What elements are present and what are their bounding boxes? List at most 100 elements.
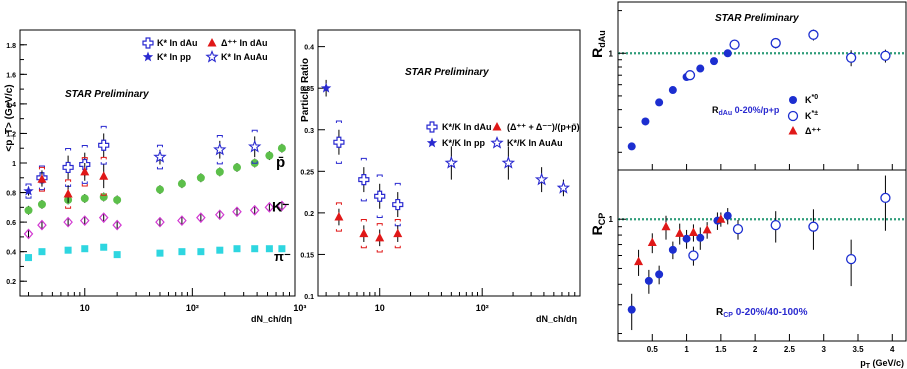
- data-point: [178, 248, 186, 256]
- x-tick-label: 2: [753, 345, 758, 354]
- y-tick-label: 0.4: [304, 45, 314, 52]
- y-axis-label: <p_T> (GeV/c): [4, 84, 15, 151]
- data-point: [233, 245, 241, 253]
- legend-marker: [490, 135, 504, 149]
- data-point: [100, 243, 108, 251]
- x-axis-label: dN_ch/dη: [251, 314, 292, 324]
- data-point: [99, 171, 109, 180]
- data-point: [213, 142, 227, 156]
- data-point: [265, 245, 273, 253]
- sys-bracket: [360, 198, 367, 202]
- data-point: [215, 209, 225, 221]
- curve-label-kminus: K⁻: [272, 198, 290, 214]
- data-point: [334, 212, 344, 221]
- data-point: [37, 174, 47, 183]
- data-point: [177, 179, 186, 188]
- sys-bracket: [394, 245, 401, 249]
- data-point: [696, 233, 705, 242]
- data-point: [113, 195, 122, 204]
- panel-ratio-frame: [317, 29, 581, 297]
- sys-bracket: [65, 179, 72, 182]
- data-point: [655, 98, 664, 107]
- y-tick-label: 1: [609, 215, 614, 224]
- x-tick-label: 3.5: [852, 345, 864, 354]
- sys-bracket: [156, 144, 163, 148]
- annotation: RCP 0-20%/40-100%: [716, 307, 808, 319]
- curve-label-piminus: π⁻: [274, 249, 291, 264]
- data-point: [23, 185, 34, 196]
- data-point: [155, 216, 165, 228]
- legend-label: K*±: [805, 110, 818, 121]
- annotation-sub: CP: [723, 312, 733, 319]
- data-point: [25, 254, 33, 262]
- data-point: [265, 151, 274, 160]
- data-point: [333, 136, 345, 148]
- data-point: [112, 219, 122, 231]
- data-point: [696, 64, 705, 73]
- data-point: [534, 172, 549, 186]
- sys-bracket: [216, 161, 223, 165]
- sys-bracket: [25, 196, 32, 199]
- data-point: [634, 256, 644, 266]
- legend-label: K* In AuAu: [221, 52, 268, 62]
- data-point: [215, 167, 224, 176]
- x-axis-label: dN_ch/dη: [536, 314, 577, 324]
- y-tick-label: 0.4: [6, 250, 16, 257]
- data-point: [675, 228, 685, 237]
- data-point: [196, 212, 206, 224]
- sys-bracket: [100, 156, 107, 160]
- data-point: [153, 150, 167, 163]
- x-tick-label: 10²: [186, 303, 199, 313]
- data-point: [62, 161, 74, 174]
- sys-bracket: [65, 148, 72, 151]
- data-point: [682, 234, 691, 243]
- sys-bracket: [81, 157, 88, 160]
- data-point: [277, 144, 286, 153]
- legend-label: K* In pp: [157, 52, 191, 62]
- legend-label: K*/K In AuAu: [507, 138, 563, 148]
- data-point: [732, 223, 744, 235]
- legend-marker: [492, 122, 502, 131]
- data-point: [723, 211, 732, 220]
- data-point: [37, 219, 47, 231]
- y-tick-label: 0.25: [300, 169, 314, 176]
- sys-bracket: [394, 182, 401, 186]
- legend-label: K*/K In dAu: [442, 122, 492, 132]
- sys-bracket: [216, 135, 223, 138]
- data-point: [684, 70, 696, 81]
- sys-bracket: [376, 223, 383, 226]
- legend-marker: [207, 38, 217, 47]
- legend-label: K*0: [805, 94, 818, 105]
- x-axis-label-sub: T: [866, 363, 871, 369]
- y-tick-label: 0.35: [300, 86, 314, 93]
- legend-label: Δ⁺⁺: [805, 126, 821, 136]
- data-point: [644, 276, 653, 285]
- y-tick-label: 1: [609, 49, 614, 58]
- data-point: [320, 82, 332, 93]
- sys-bracket: [25, 183, 32, 186]
- data-point: [155, 185, 164, 194]
- watermark: STAR Preliminary: [405, 67, 489, 78]
- data-point: [845, 253, 857, 265]
- data-point: [627, 142, 636, 151]
- y-tick-label: 0.8: [6, 191, 16, 198]
- data-point: [63, 189, 73, 198]
- data-point: [63, 216, 73, 228]
- data-point: [880, 192, 891, 204]
- y-tick-label: 1.8: [6, 43, 16, 50]
- data-point: [668, 245, 677, 254]
- legend-marker: [787, 110, 799, 122]
- data-point: [393, 228, 403, 238]
- annotation-rest: 0-20%/40-100%: [733, 307, 808, 318]
- data-point: [688, 227, 698, 236]
- data-point: [216, 246, 224, 254]
- data-point: [98, 212, 109, 224]
- legend-label: Δ⁺⁺ In dAu: [221, 38, 267, 48]
- y-axis-label-sub: dAu: [597, 30, 607, 48]
- data-point: [358, 174, 370, 186]
- y-tick-label: 0.2: [304, 211, 314, 218]
- sys-bracket: [81, 145, 88, 148]
- x-axis-label: pT (GeV/c): [860, 358, 904, 369]
- data-point: [278, 245, 286, 253]
- data-point: [808, 29, 819, 40]
